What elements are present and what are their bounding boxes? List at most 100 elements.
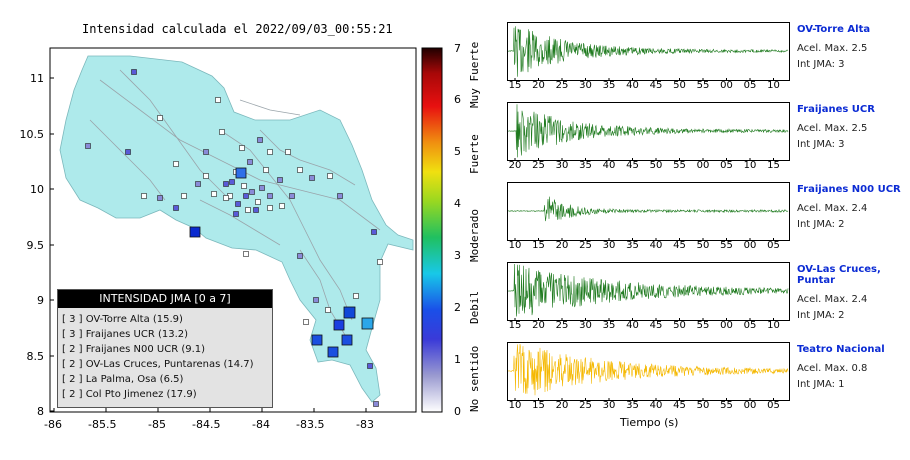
legend-item: [ 3 ] OV-Torre Alta (15.9) — [62, 314, 183, 325]
map-axis-ticks — [50, 77, 367, 412]
max-accel: Acel. Max. 2.4 — [797, 203, 868, 214]
seis-tick-label: 50 — [673, 80, 686, 88]
seis-tick-label: 20 — [532, 320, 545, 328]
seis-tick-label: 10 — [767, 320, 780, 328]
seis-tick-label: 35 — [603, 80, 616, 88]
station-dot — [235, 201, 241, 207]
seis-tick-label: 30 — [579, 320, 592, 328]
map-ytick: 9 — [37, 294, 44, 307]
seis-tick-label: 55 — [697, 80, 710, 88]
station-dot — [203, 149, 209, 155]
station-dot — [195, 181, 201, 187]
colorbar-word: No sentido — [468, 346, 481, 412]
colorbar-tick: 6 — [454, 93, 461, 106]
seis-tick-label: 50 — [697, 400, 710, 408]
station-marker — [343, 306, 356, 319]
station-dot — [173, 161, 179, 167]
seis-tick-label: 45 — [650, 320, 663, 328]
intensity-stations — [189, 167, 374, 358]
colorbar-tick: 7 — [454, 42, 461, 55]
seismogram-plot: 10 15 20 25 30 35 40 45 50 55 00 05 — [507, 182, 790, 248]
station-dot — [219, 129, 225, 135]
legend-item: [ 3 ] Fraijanes UCR (13.2) — [62, 329, 189, 340]
station-marker — [189, 226, 201, 238]
seis-tick-label: 05 — [767, 240, 780, 248]
seis-tick-label: 35 — [603, 320, 616, 328]
colorbar-word: Muy Fuerte — [468, 42, 481, 108]
seis-tick-label: 50 — [697, 240, 710, 248]
station-dot — [173, 205, 179, 211]
seis-tick-label: 25 — [579, 400, 592, 408]
station-marker — [333, 319, 345, 331]
legend-item: [ 2 ] Col Pto Jimenez (17.9) — [62, 389, 197, 400]
seis-tick-label: 15 — [767, 160, 780, 168]
seis-tick-label: 40 — [650, 400, 663, 408]
station-name: Teatro Nacional — [797, 344, 885, 355]
seis-tick-label: 00 — [697, 160, 710, 168]
colorbar-tick: 5 — [454, 145, 461, 158]
station-marker — [327, 346, 339, 358]
map-ytick: 10 — [30, 183, 44, 196]
seis-tick-label: 25 — [579, 240, 592, 248]
seis-tick-label: 20 — [532, 80, 545, 88]
colorbar-word: Debil — [468, 291, 481, 324]
max-accel: Acel. Max. 2.5 — [797, 123, 868, 134]
colorbar-tick: 2 — [454, 301, 461, 314]
map-ytick: 11 — [30, 72, 44, 85]
station-dot — [277, 177, 283, 183]
jma-intensity: Int JMA: 2 — [797, 219, 845, 230]
map-xtick: -85 — [148, 418, 166, 431]
station-info: Fraijanes N00 UCR Acel. Max. 2.4 Int JMA: … — [797, 184, 901, 230]
seis-tick-label: 00 — [744, 400, 757, 408]
seis-tick-label: 55 — [720, 240, 733, 248]
seismogram-plot: 15 20 25 30 35 40 45 50 55 00 05 10 — [507, 262, 790, 328]
station-dot — [267, 193, 273, 199]
station-dot — [253, 207, 259, 213]
station-dot — [289, 193, 295, 199]
seis-tick-label: 10 — [767, 80, 780, 88]
station-dot — [255, 199, 261, 205]
seis-tick-label: 00 — [720, 80, 733, 88]
waveform-trace — [507, 263, 789, 317]
map-xtick: -83 — [356, 418, 374, 431]
station-dot — [267, 149, 273, 155]
seis-tick-label: 05 — [720, 160, 733, 168]
seis-tick-label: 10 — [509, 400, 522, 408]
waveform-trace — [507, 26, 789, 77]
map-xtick: -83.5 — [296, 418, 324, 431]
station-dot — [367, 363, 373, 369]
station-dot — [247, 159, 253, 165]
station-dot — [239, 145, 245, 151]
seismogram-plot: 15 20 25 30 35 40 45 50 55 00 05 10 — [507, 22, 790, 88]
seis-tick-label: 30 — [603, 240, 616, 248]
max-accel: Acel. Max. 2.4 — [797, 294, 868, 305]
station-dot — [215, 97, 221, 103]
seis-tick-label: 10 — [744, 160, 757, 168]
station-dot — [377, 259, 383, 265]
station-info: OV-Torre Alta Acel. Max. 2.5 Int JMA: 3 — [797, 24, 870, 70]
station-dot — [309, 175, 315, 181]
station-dot — [303, 319, 309, 325]
station-dot — [263, 167, 269, 173]
station-dot — [211, 191, 217, 197]
station-dot — [371, 229, 377, 235]
colorbar-tick: 0 — [454, 405, 461, 418]
map-xtick: -85.5 — [88, 418, 116, 431]
legend-item: [ 2 ] Fraijanes N00 UCR (9.1) — [62, 344, 206, 355]
waveform-trace — [507, 343, 789, 396]
seis-tick-label: 25 — [556, 320, 569, 328]
map-ytick: 8.5 — [27, 350, 45, 363]
seis-tick-label: 40 — [650, 240, 663, 248]
seis-tick-label: 05 — [767, 400, 780, 408]
station-dot — [285, 149, 291, 155]
colorbar-word: Moderado — [468, 209, 481, 262]
seis-tick-label: 10 — [509, 240, 522, 248]
seis-tick-label: 15 — [532, 240, 545, 248]
station-dot — [259, 185, 265, 191]
waveform-trace — [507, 196, 789, 222]
station-dot — [325, 307, 331, 313]
seis-tick-label: 05 — [744, 80, 757, 88]
station-name: Fraijanes UCR — [797, 104, 875, 115]
intensity-colorbar — [421, 47, 443, 413]
seis-tick-label: 05 — [744, 320, 757, 328]
